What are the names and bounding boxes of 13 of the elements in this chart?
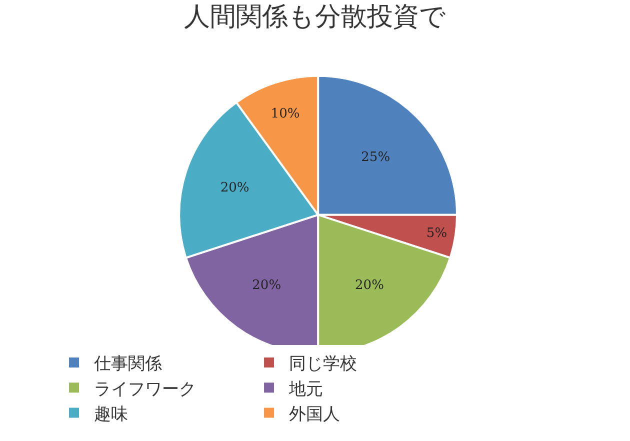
legend-label: 同じ学校 xyxy=(289,354,358,374)
data-label: 10% xyxy=(270,106,300,122)
data-label: 20% xyxy=(355,278,384,294)
data-label: 20% xyxy=(252,278,282,294)
legend-label: ライフワーク xyxy=(94,379,196,400)
data-label: 25% xyxy=(361,150,390,165)
chart-title: 人間関係も分散投資で xyxy=(184,2,446,32)
data-label: 20% xyxy=(220,180,250,196)
legend-label: 仕事関係 xyxy=(93,354,162,374)
data-label: 5% xyxy=(426,226,448,242)
legend-label: 趣味 xyxy=(94,404,128,424)
legend-label: 外国人 xyxy=(289,404,340,424)
legend-label: 地元 xyxy=(288,379,324,400)
